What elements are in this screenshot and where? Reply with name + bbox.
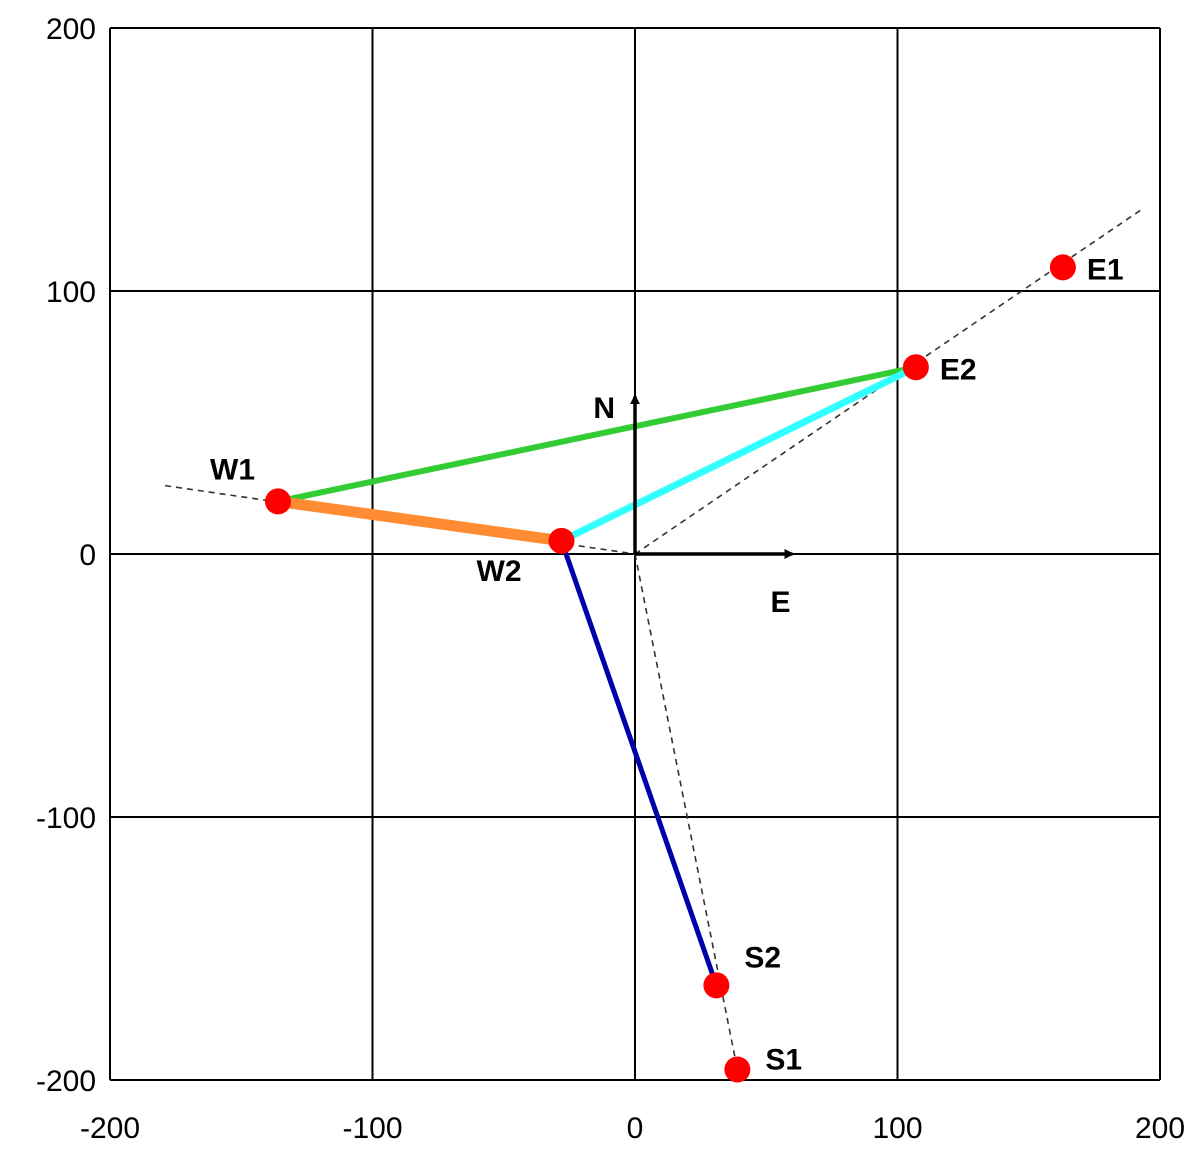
- segment-w1-e2: [275, 364, 919, 505]
- segment-w2-e2: [558, 363, 920, 545]
- east-label: E: [770, 586, 790, 619]
- point-label-w1: W1: [210, 453, 255, 486]
- compass: NE: [593, 392, 795, 619]
- point-label-s1: S1: [765, 1043, 802, 1076]
- x-tick-label: -200: [80, 1112, 140, 1145]
- point-label-s2: S2: [744, 941, 781, 974]
- point-e1: [1049, 254, 1076, 281]
- x-tick-label: 200: [1135, 1112, 1185, 1145]
- y-tick-label: 0: [79, 539, 96, 572]
- y-tick-label: 200: [46, 13, 96, 46]
- point-w1: [265, 488, 291, 515]
- point-label-w2: W2: [477, 555, 522, 588]
- point-s2: [703, 972, 730, 999]
- segment-w1-w2: [272, 495, 567, 547]
- dashed-guide-lines: [165, 208, 1143, 1070]
- north-label: N: [593, 392, 615, 425]
- point-label-e1: E1: [1087, 253, 1124, 286]
- point-s1: [724, 1056, 751, 1083]
- x-tick-label: 0: [627, 1112, 644, 1145]
- dashed-line: [165, 484, 636, 555]
- x-tick-label: -100: [342, 1112, 402, 1145]
- points: [265, 254, 1076, 1083]
- grid: [109, 27, 1161, 1081]
- y-tick-label: -100: [36, 802, 96, 835]
- point-label-e2: E2: [940, 353, 977, 386]
- y-tick-label: 100: [46, 276, 96, 309]
- y-tick-label: -200: [36, 1065, 96, 1098]
- segments: [272, 363, 920, 988]
- point-w2: [548, 527, 575, 554]
- x-tick-label: 100: [872, 1112, 922, 1145]
- point-e2: [902, 354, 929, 381]
- labels: -200 -100 0 100 200 -200 -100 0 100 200 W1 W2 E1 E2 S1…: [36, 13, 1185, 1145]
- segment-w2-s2: [559, 538, 719, 988]
